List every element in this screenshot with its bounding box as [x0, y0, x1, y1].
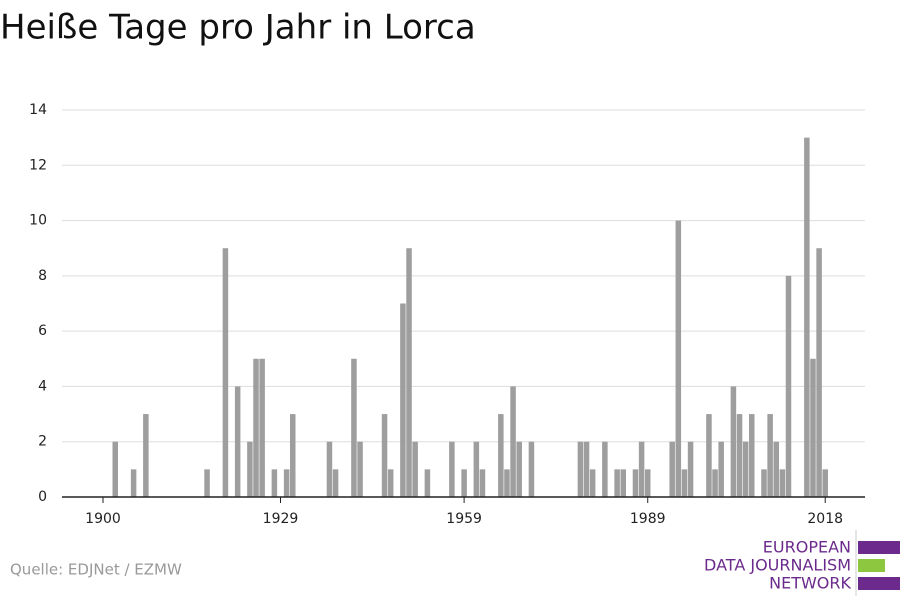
- bar: [357, 441, 363, 497]
- bar: [736, 414, 743, 497]
- x-tick-label: 1929: [263, 511, 299, 527]
- bar: [326, 441, 333, 497]
- bar: [504, 469, 510, 497]
- bar: [583, 441, 590, 497]
- logo-text: EUROPEAN: [763, 538, 851, 557]
- y-tick-label: 4: [38, 378, 47, 394]
- bar: [351, 358, 357, 497]
- bar: [785, 275, 792, 497]
- bar: [253, 358, 259, 497]
- bar: [387, 469, 394, 497]
- x-tick-label: 1959: [446, 511, 482, 527]
- chart-title: Heiße Tage pro Jahr in Lorca: [0, 8, 476, 48]
- bar: [461, 469, 467, 497]
- bar: [130, 469, 137, 497]
- bar: [222, 248, 229, 497]
- bar: [804, 137, 810, 497]
- bar: [332, 469, 339, 497]
- bar: [712, 469, 718, 497]
- bar: [773, 441, 780, 497]
- y-tick-label: 12: [29, 157, 47, 173]
- logo-bar: [858, 559, 885, 572]
- bar: [498, 414, 504, 497]
- bar: [283, 469, 290, 497]
- bar: [516, 441, 522, 497]
- bar: [204, 469, 210, 497]
- bar: [810, 358, 816, 497]
- bar: [271, 469, 278, 497]
- y-tick-label: 0: [38, 489, 47, 505]
- bar: [632, 469, 639, 497]
- bar: [449, 441, 455, 497]
- bar: [761, 469, 767, 497]
- logo-text: DATA JOURNALISM: [704, 556, 851, 575]
- y-tick-label: 10: [29, 213, 47, 229]
- x-tick-label: 1989: [630, 511, 666, 527]
- bar: [424, 469, 431, 497]
- bar: [742, 441, 749, 497]
- bar: [730, 386, 737, 497]
- y-tick-label: 6: [38, 323, 47, 339]
- y-tick-label: 14: [29, 102, 47, 118]
- source: Quelle: EDJNet / EZMW: [10, 561, 182, 579]
- bar: [112, 441, 119, 497]
- bar: [143, 414, 149, 497]
- y-tick-label: 8: [38, 268, 47, 284]
- bar: [577, 441, 584, 497]
- bar: [510, 386, 516, 497]
- bar: [681, 469, 688, 497]
- bar: [473, 441, 480, 497]
- bar: [644, 469, 651, 497]
- bar: [687, 441, 694, 497]
- bar: [479, 469, 486, 497]
- bar: [234, 386, 241, 497]
- bar: [289, 414, 296, 497]
- bar: [247, 441, 253, 497]
- x-tick-label: 1900: [85, 511, 121, 527]
- logo-text: NETWORK: [769, 574, 851, 593]
- logo-bar: [858, 577, 900, 590]
- bar: [718, 441, 724, 497]
- bar: [589, 469, 596, 497]
- bar: [602, 441, 608, 497]
- bar: [620, 469, 626, 497]
- bar: [767, 414, 773, 497]
- bar: [669, 441, 675, 497]
- bar: [638, 441, 645, 497]
- bar: [749, 414, 755, 497]
- bar: [706, 414, 712, 497]
- bar: [412, 441, 418, 497]
- logo-bar: [858, 541, 900, 554]
- bar: [259, 358, 265, 497]
- y-tick-label: 2: [38, 434, 47, 450]
- logo: EUROPEAN DATA JOURNALISM NETWORK: [704, 530, 900, 596]
- bar: [822, 469, 828, 497]
- bar: [528, 441, 535, 497]
- bar: [400, 303, 406, 497]
- bar: [779, 469, 786, 497]
- bar: [406, 248, 412, 497]
- bar: [381, 414, 388, 497]
- bar: [614, 469, 620, 497]
- x-tick-label: 2018: [807, 511, 843, 527]
- bar: [816, 248, 822, 497]
- bar: [675, 220, 682, 498]
